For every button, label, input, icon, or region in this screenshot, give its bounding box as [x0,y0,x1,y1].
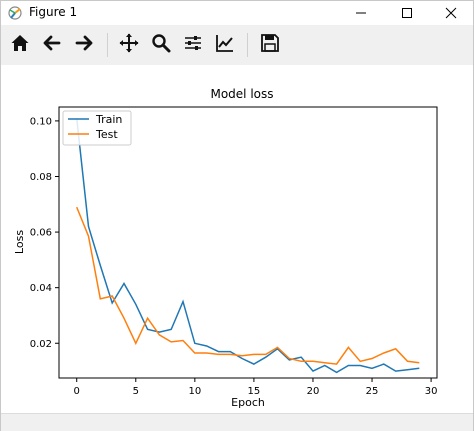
toolbar-separator [107,33,108,57]
x-tick-label: 5 [133,386,139,397]
series-line-train [75,118,420,374]
forward-button[interactable] [72,33,96,57]
toolbar-separator [247,33,248,57]
close-icon [445,4,457,23]
maximize-icon [401,4,413,23]
chart-title: Model loss [210,87,273,101]
arrow-right-icon [74,33,94,57]
x-tick-label: 30 [425,386,438,397]
y-tick-label: 0.04 [30,283,52,294]
x-tick-label: 15 [248,386,261,397]
sliders-icon [183,33,203,57]
legend: Train Test [62,110,132,146]
floppy-disk-icon [260,33,280,57]
close-button[interactable] [428,1,473,25]
edit-axis-button[interactable] [213,33,237,57]
home-icon [10,33,30,57]
home-button[interactable] [8,33,32,57]
chart-line-icon [215,33,235,57]
x-tick-label: 10 [188,386,201,397]
subplots-button[interactable] [181,33,205,57]
y-tick-label: 0.10 [30,116,52,127]
legend-label-test: Test [95,128,118,141]
figure-canvas[interactable]: Model loss 0 5 10 15 20 25 30 0.02 0.04 0.06 0.08 0… [1,65,473,413]
matplotlib-icon [7,5,23,21]
save-button[interactable] [258,33,282,57]
y-tick-label: 0.08 [30,172,52,183]
arrow-left-icon [42,33,62,57]
zoom-button[interactable] [149,33,173,57]
magnifier-icon [151,33,171,57]
legend-label-train: Train [95,113,122,126]
navigation-toolbar [1,26,473,64]
pan-button[interactable] [117,33,141,57]
back-button[interactable] [40,33,64,57]
minimize-button[interactable] [338,1,383,25]
axes-frame [58,106,438,379]
maximize-button[interactable] [384,1,429,25]
x-tick-label: 25 [366,386,379,397]
y-tick-label: 0.02 [30,339,52,350]
loss-chart: Model loss 0 5 10 15 20 25 30 0.02 0.04 0.06 0.08 0… [13,87,438,409]
move-icon [119,33,139,57]
x-tick-label: 0 [74,386,80,397]
y-tick-label: 0.06 [30,228,52,239]
window-title: Figure 1 [29,5,78,19]
minimize-icon [355,4,367,23]
x-tick-label: 20 [307,386,320,397]
title-bar: Figure 1 [1,1,473,25]
x-axis-label: Epoch [231,396,265,409]
y-axis-label: Loss [13,230,26,254]
series-line-test [76,206,420,365]
status-bar [1,413,473,431]
